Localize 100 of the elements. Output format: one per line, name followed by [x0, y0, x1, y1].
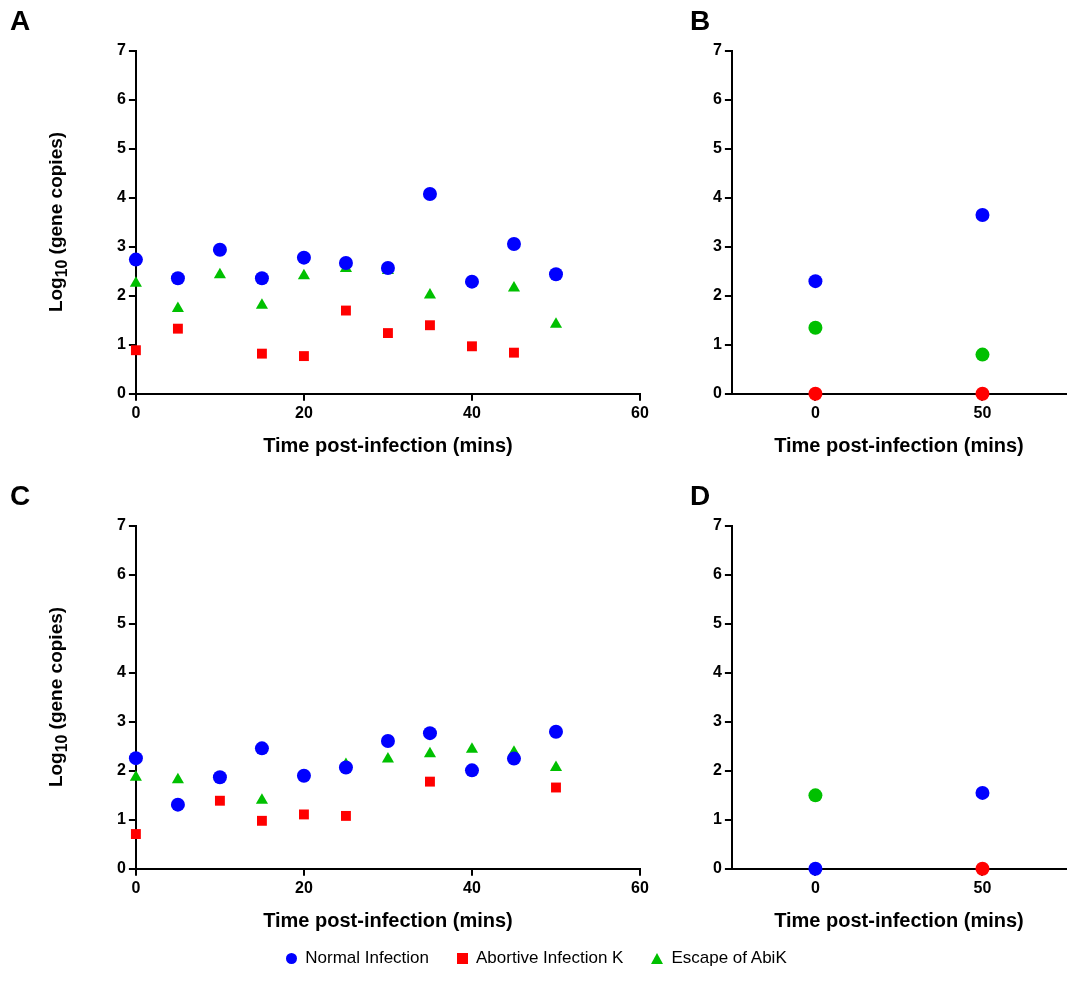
y-tick-label: 7: [712, 516, 722, 534]
point: [171, 301, 184, 313]
point: [425, 776, 435, 787]
point: [422, 726, 437, 741]
point: [464, 274, 479, 289]
point: [975, 386, 990, 401]
point: [212, 242, 227, 257]
point: [464, 763, 479, 778]
y-tick-label: 0: [116, 859, 126, 877]
point: [338, 760, 353, 775]
chart-title: D: [690, 479, 711, 511]
point: [171, 772, 184, 784]
point: [383, 328, 393, 339]
y-tick-label: 0: [712, 859, 722, 877]
x-tick-label: 0: [810, 403, 820, 421]
chart-title: B: [690, 4, 711, 36]
y-tick-label: 0: [712, 384, 722, 402]
y-tick-label: 3: [712, 237, 722, 255]
point: [130, 345, 141, 356]
point: [423, 287, 437, 299]
point: [506, 751, 521, 766]
point: [975, 347, 990, 362]
point: [298, 809, 309, 820]
point: [340, 305, 351, 316]
point: [380, 733, 395, 748]
point: [507, 281, 521, 292]
point: [340, 810, 351, 821]
point: [256, 348, 267, 359]
point: [975, 208, 990, 223]
legend-label: Escape of AbiK: [671, 948, 787, 967]
point: [808, 861, 823, 876]
point: [214, 795, 225, 806]
y-tick-label: 6: [116, 90, 126, 108]
y-tick-label: 1: [712, 810, 722, 828]
point: [170, 271, 185, 286]
y-tick-label: 4: [712, 663, 722, 681]
point: [548, 267, 563, 282]
point: [254, 271, 269, 286]
point: [808, 274, 823, 289]
y-tick-label: 0: [116, 384, 126, 402]
x-tick-label: 60: [631, 403, 649, 421]
y-tick-label: 2: [712, 761, 722, 779]
point: [423, 746, 437, 758]
y-tick-label: 5: [116, 614, 126, 632]
y-tick-label: 4: [712, 188, 722, 206]
point: [381, 752, 395, 763]
y-tick-label: 2: [116, 286, 126, 304]
y-tick-label: 5: [712, 614, 722, 632]
legend-label: Abortive Infection K: [476, 948, 624, 967]
point: [425, 320, 435, 331]
point: [129, 276, 142, 287]
y-tick-label: 7: [116, 516, 126, 534]
x-tick-label: 20: [295, 878, 313, 896]
point: [128, 751, 143, 766]
point: [808, 386, 823, 401]
y-tick-label: 3: [116, 237, 126, 255]
y-tick-label: 3: [116, 712, 126, 730]
y-tick-label: 1: [116, 810, 126, 828]
point: [551, 782, 561, 793]
y-tick-label: 5: [712, 139, 722, 157]
point: [255, 793, 268, 804]
x-axis-title: Time post-infection (mins): [774, 908, 1024, 931]
point: [506, 236, 521, 251]
point: [172, 323, 183, 334]
legend-label: Normal Infection: [305, 948, 430, 967]
x-tick-label: 50: [973, 403, 992, 421]
point: [509, 347, 519, 358]
x-tick-label: 20: [295, 403, 313, 421]
point: [338, 256, 353, 271]
point: [128, 252, 143, 267]
y-tick-label: 6: [116, 565, 126, 583]
x-tick-label: 0: [810, 878, 820, 896]
point: [548, 724, 563, 739]
y-tick-label: 2: [712, 286, 722, 304]
point: [212, 770, 227, 785]
point: [213, 267, 226, 279]
point: [975, 785, 990, 800]
x-axis-title: Time post-infection (mins): [263, 908, 513, 931]
y-tick-label: 2: [116, 761, 126, 779]
point: [297, 268, 310, 280]
point: [296, 768, 311, 783]
x-axis-title: Time post-infection (mins): [263, 433, 513, 456]
point: [296, 250, 311, 265]
x-axis-title: Time post-infection (mins): [774, 433, 1024, 456]
y-tick-label: 1: [116, 335, 126, 353]
point: [808, 320, 823, 335]
point: [254, 741, 269, 756]
point: [975, 861, 990, 876]
x-tick-label: 60: [631, 878, 649, 896]
y-tick-label: 1: [712, 335, 722, 353]
point: [130, 829, 141, 839]
chart-title: C: [10, 479, 31, 511]
x-tick-label: 0: [131, 878, 141, 896]
y-tick-label: 3: [712, 712, 722, 730]
y-tick-label: 4: [116, 663, 126, 681]
y-tick-label: 5: [116, 139, 126, 157]
x-tick-label: 40: [463, 403, 481, 421]
point: [467, 341, 477, 352]
point: [465, 742, 479, 753]
point: [129, 770, 142, 781]
